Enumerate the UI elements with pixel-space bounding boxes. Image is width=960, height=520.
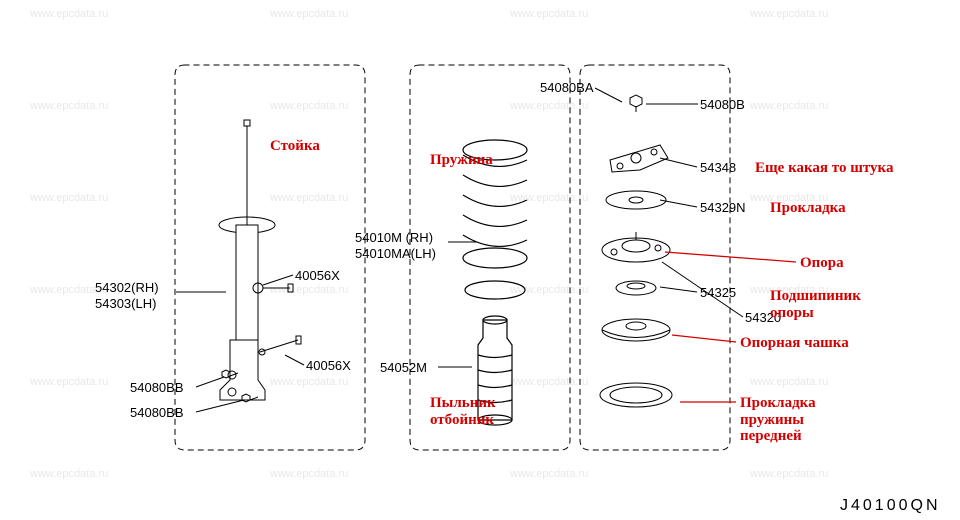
- part-number-40056Xa: 40056X: [295, 268, 340, 283]
- annotation-pruzhina: Пружина: [430, 152, 493, 169]
- part-number-54080BBb: 54080BB: [130, 405, 184, 420]
- part-number-54010MA: 54010MA(LH): [355, 246, 436, 261]
- part-number-54010M: 54010M (RH): [355, 230, 433, 245]
- part-number-54052M: 54052M: [380, 360, 427, 375]
- annotation-opora: Опора: [800, 255, 844, 272]
- part-number-54080BBa: 54080BB: [130, 380, 184, 395]
- part-number-54325: 54325: [700, 285, 736, 300]
- part-number-54303: 54303(LH): [95, 296, 156, 311]
- annotation-pylnik: Пыльник отбойник: [430, 395, 496, 428]
- part-number-54302: 54302(RH): [95, 280, 159, 295]
- part-number-54080B: 54080B: [700, 97, 745, 112]
- part-number-54348: 54348: [700, 160, 736, 175]
- annotation-prokladka1: Прокладка: [770, 200, 846, 217]
- diagram-id: J40100QN: [840, 497, 941, 515]
- part-number-40056Xb: 40056X: [306, 358, 351, 373]
- annotation-eshche: Еще какая то штука: [755, 160, 893, 177]
- annotation-podsh: Подшипиник опоры: [770, 288, 861, 321]
- annotation-stoika: Стойка: [270, 138, 320, 155]
- part-number-54329N: 54329N: [700, 200, 746, 215]
- part-number-54080BA: 54080BA: [540, 80, 594, 95]
- annotation-chashka: Опорная чашка: [740, 335, 849, 352]
- annotation-prokladka2: Прокладка пружины передней: [740, 395, 816, 445]
